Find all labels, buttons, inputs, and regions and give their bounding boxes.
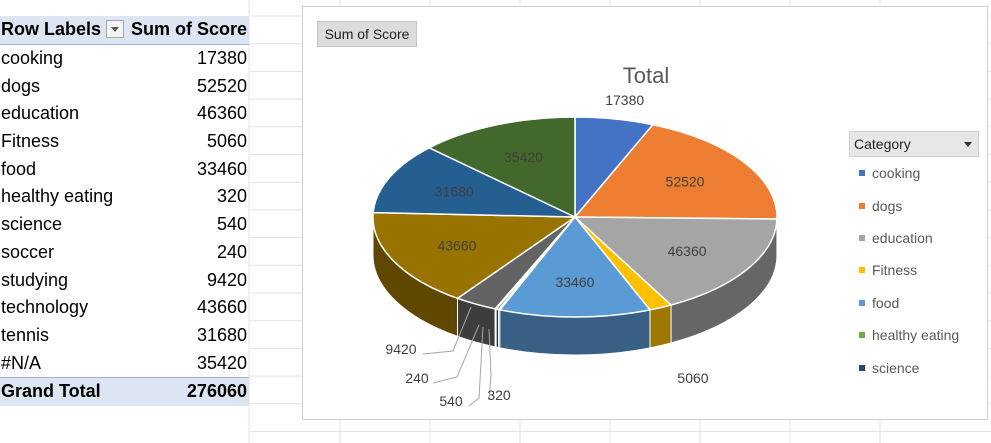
legend-swatch bbox=[859, 267, 865, 274]
legend-swatch bbox=[859, 364, 865, 371]
pie-data-label: 46360 bbox=[668, 243, 707, 259]
grand-total-label: Grand Total bbox=[1, 381, 101, 402]
pivot-row-value: 31680 bbox=[196, 324, 247, 345]
pivot-row[interactable]: dogs 52520 bbox=[0, 72, 249, 100]
pivot-row-label: science bbox=[1, 214, 63, 235]
chart-title: Total bbox=[622, 63, 670, 88]
pie-slice[interactable] bbox=[372, 146, 576, 218]
legend-label: food bbox=[872, 294, 900, 311]
pie-data-label: 52520 bbox=[666, 174, 705, 190]
legend-item[interactable]: food bbox=[849, 287, 979, 319]
pie-slice[interactable] bbox=[372, 211, 578, 300]
pie-data-label: 43660 bbox=[437, 237, 476, 253]
pivot-row-value: 320 bbox=[216, 186, 247, 207]
pivot-row-value: 43660 bbox=[196, 297, 247, 318]
pivot-row[interactable]: education 46360 bbox=[0, 100, 249, 128]
pie-data-label: 33460 bbox=[555, 274, 594, 290]
pivot-row-label: healthy eating bbox=[1, 186, 114, 207]
pie-data-label: 35420 bbox=[504, 149, 543, 165]
row-labels-filter-button[interactable] bbox=[106, 20, 124, 38]
pivot-row-value: 540 bbox=[216, 214, 247, 235]
pie-data-label: 240 bbox=[405, 370, 429, 386]
legend-label: dogs bbox=[872, 197, 903, 214]
pivot-row-label: cooking bbox=[1, 48, 64, 69]
pivot-row-label: education bbox=[1, 103, 80, 124]
leader-line bbox=[432, 324, 480, 384]
legend-label: healthy eating bbox=[872, 327, 960, 344]
pivot-row-value: 5060 bbox=[206, 131, 247, 152]
legend-item[interactable]: cooking bbox=[849, 157, 979, 189]
chevron-down-icon bbox=[964, 141, 972, 147]
pivot-row-value: 17380 bbox=[196, 48, 247, 69]
pivot-row[interactable]: soccer 240 bbox=[0, 239, 249, 267]
legend-title: Category bbox=[854, 136, 911, 152]
legend-item[interactable]: healthy eating bbox=[849, 319, 979, 351]
pie-slice[interactable] bbox=[427, 116, 576, 219]
pivot-row-label: dogs bbox=[1, 75, 41, 96]
pie-data-label: 31680 bbox=[435, 183, 474, 199]
pivot-row[interactable]: healthy eating 320 bbox=[0, 183, 249, 211]
pie-data-label: 9420 bbox=[385, 341, 416, 357]
pivot-row[interactable]: cooking 17380 bbox=[0, 45, 249, 73]
legend-item[interactable]: science bbox=[849, 351, 979, 383]
pie-chart: 17380 52520 46360 5060 33460 320 540 240 9420 436… bbox=[372, 92, 778, 409]
pivot-row-value: 240 bbox=[216, 241, 247, 262]
pivot-row[interactable]: food 33460 bbox=[0, 155, 249, 183]
leader-line bbox=[488, 328, 492, 401]
legend-swatch bbox=[859, 234, 865, 241]
chevron-down-icon bbox=[111, 26, 119, 32]
grand-total-row[interactable]: Grand Total 276060 bbox=[0, 376, 249, 406]
pie-data-label: 17380 bbox=[605, 92, 644, 108]
pivot-row-value: 9420 bbox=[206, 269, 247, 290]
pie-slice-side[interactable] bbox=[649, 304, 672, 349]
legend-item[interactable]: dogs bbox=[849, 189, 979, 221]
pivot-row[interactable]: science 540 bbox=[0, 211, 249, 239]
pivot-row-label: food bbox=[1, 158, 37, 179]
pivot-row-value: 52520 bbox=[196, 75, 247, 96]
legend-label: Fitness bbox=[872, 262, 918, 279]
pivot-row-label: Fitness bbox=[1, 131, 60, 152]
leader-line bbox=[422, 306, 472, 355]
legend-item[interactable]: Fitness bbox=[849, 254, 979, 286]
legend-swatch bbox=[859, 299, 865, 306]
legend-item[interactable]: education bbox=[849, 222, 979, 254]
sum-of-score-field-button[interactable]: Sum of Score bbox=[317, 21, 417, 47]
legend-label: cooking bbox=[872, 165, 921, 182]
pie-slice[interactable] bbox=[498, 215, 652, 318]
pie-slice[interactable] bbox=[573, 216, 778, 306]
pie-data-label: 540 bbox=[439, 393, 463, 409]
category-filter-button[interactable]: Category bbox=[849, 131, 979, 157]
pivot-row-label: tennis bbox=[1, 324, 50, 345]
pivot-table: Row Labels Sum of Score cooking 17380 dogs… bbox=[0, 16, 249, 406]
pivot-row-label: studying bbox=[1, 269, 69, 290]
row-labels-header[interactable]: Row Labels bbox=[1, 19, 102, 40]
grand-total-value: 276060 bbox=[186, 381, 247, 402]
leader-line bbox=[468, 326, 484, 407]
legend-swatch bbox=[859, 170, 865, 177]
legend-label: science bbox=[872, 359, 920, 376]
sum-of-score-header[interactable]: Sum of Score bbox=[130, 19, 247, 40]
pivot-row-label: #N/A bbox=[1, 352, 42, 373]
pie-data-label: 5060 bbox=[677, 370, 708, 386]
legend-swatch bbox=[859, 332, 865, 339]
pivot-row-value: 46360 bbox=[196, 103, 247, 124]
pivot-chart[interactable]: Sum of Score Total 17380 52520 46360 5060 33… bbox=[302, 6, 988, 420]
pivot-row-value: 33460 bbox=[196, 158, 247, 179]
pie-data-label: 320 bbox=[487, 387, 511, 403]
pivot-header: Row Labels Sum of Score bbox=[0, 16, 249, 45]
legend-label: education bbox=[872, 229, 933, 246]
pivot-row-value: 35420 bbox=[196, 352, 247, 373]
pie-slice[interactable] bbox=[573, 123, 778, 220]
chart-legend: Category cooking dogs education Fitness food… bbox=[849, 131, 979, 384]
pivot-row-label: technology bbox=[1, 297, 89, 318]
pivot-row[interactable]: technology 43660 bbox=[0, 294, 249, 322]
legend-swatch bbox=[859, 202, 865, 209]
pivot-row[interactable]: Fitness 5060 bbox=[0, 128, 249, 156]
pivot-row[interactable]: tennis 31680 bbox=[0, 322, 249, 350]
pivot-row[interactable]: studying 9420 bbox=[0, 266, 249, 294]
pivot-row-label: soccer bbox=[1, 241, 55, 262]
pivot-row[interactable]: #N/A 35420 bbox=[0, 349, 249, 377]
